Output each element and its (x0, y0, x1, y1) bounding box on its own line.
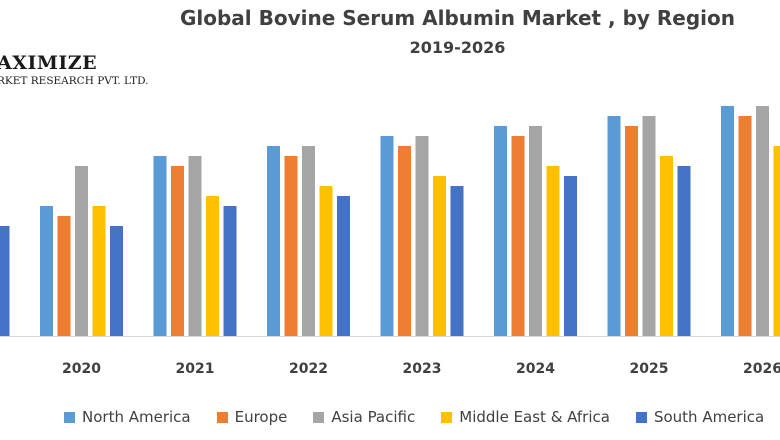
x-tick-label: 2020 (62, 361, 101, 377)
legend-item-south-america: South America (635, 408, 765, 426)
x-tick-label: 2021 (176, 361, 215, 377)
legend-label: South America (653, 408, 765, 426)
bar-2023-north-america (380, 136, 394, 336)
bar-group-2025 (607, 116, 691, 336)
bar-2023-middle-east-africa (433, 176, 446, 336)
bar-2025-south-america (677, 166, 691, 336)
bar-2024-south-america (564, 176, 577, 336)
legend-swatch (635, 411, 647, 423)
x-tick-label: 2024 (516, 361, 555, 377)
bar-2025-middle-east-africa (660, 156, 673, 336)
bar-2020-south-america (110, 226, 123, 336)
bar-2020-europe (57, 216, 71, 336)
chart-title: Global Bovine Serum Albumin Market , by … (179, 6, 736, 30)
bar-2024-asia-pacific (529, 126, 542, 336)
legend-item-asia-pacific: Asia Pacific (313, 408, 415, 426)
legend-swatch (441, 411, 453, 423)
legend-item-north-america: North America (64, 408, 191, 426)
bar-2024-north-america (494, 126, 507, 336)
bar-group-2020 (40, 166, 123, 336)
legend-item-middle-east-africa: Middle East & Africa (441, 408, 610, 426)
bar-2023-south-america (450, 186, 464, 336)
bar-2021-asia-pacific (188, 156, 202, 336)
bar-2025-europe (625, 126, 638, 336)
bar-2026-north-america (721, 106, 734, 336)
bar-2021-south-america (223, 206, 237, 336)
bar-2026-europe (738, 116, 752, 336)
legend-swatch (313, 411, 325, 423)
bar-2019-south-america (0, 226, 10, 336)
legend-label: Asia Pacific (331, 408, 416, 426)
x-tick-label: 2022 (289, 361, 328, 377)
bar-2023-asia-pacific (415, 136, 429, 336)
bar-2020-north-america (40, 206, 53, 336)
bar-2025-asia-pacific (642, 116, 656, 336)
bar-2026-middle-east-africa (773, 146, 780, 336)
bar-2021-middle-east-africa (206, 196, 219, 336)
legend-label: Middle East & Africa (459, 408, 610, 426)
legend-label: North America (82, 408, 191, 426)
bar-2025-north-america (607, 116, 621, 336)
logo-name: AXIMIZE (0, 52, 98, 74)
bar-2022-europe (284, 156, 298, 336)
bar-2023-europe (398, 146, 411, 336)
x-tick-label: 2025 (630, 361, 669, 377)
logo-subtitle: RKET RESEARCH PVT. LTD. (0, 75, 149, 87)
bar-2022-middle-east-africa (319, 186, 333, 336)
bar-group-2026 (721, 106, 780, 336)
chart-subtitle: 2019-2026 (409, 38, 506, 57)
bar-group-2023 (380, 136, 464, 336)
bar-2020-middle-east-africa (92, 206, 106, 336)
bar-2026-asia-pacific (756, 106, 769, 336)
bar-2021-europe (171, 166, 184, 336)
company-logo: AXIMIZE RKET RESEARCH PVT. LTD. (0, 52, 149, 87)
bar-2024-europe (511, 136, 525, 336)
bar-2022-asia-pacific (302, 146, 315, 336)
bar-group-2022 (267, 146, 350, 336)
x-tick-label: 2023 (403, 361, 442, 377)
legend-swatch (64, 411, 75, 423)
bar-group-2021 (153, 156, 237, 336)
legend: North America Europe Asia Pacific Middle… (64, 406, 780, 428)
legend-item-europe: Europe (216, 408, 288, 426)
bar-2022-south-america (337, 196, 350, 336)
bar-2024-middle-east-africa (546, 166, 560, 336)
legend-label: Europe (234, 408, 288, 426)
bar-2022-north-america (267, 146, 280, 336)
bar-2020-asia-pacific (75, 166, 88, 336)
x-tick-label: 2026 (743, 361, 780, 377)
bar-group-2024 (494, 126, 577, 336)
legend-swatch (216, 411, 228, 423)
bar-2021-north-america (153, 156, 167, 336)
bar-group-2019 (0, 226, 10, 336)
